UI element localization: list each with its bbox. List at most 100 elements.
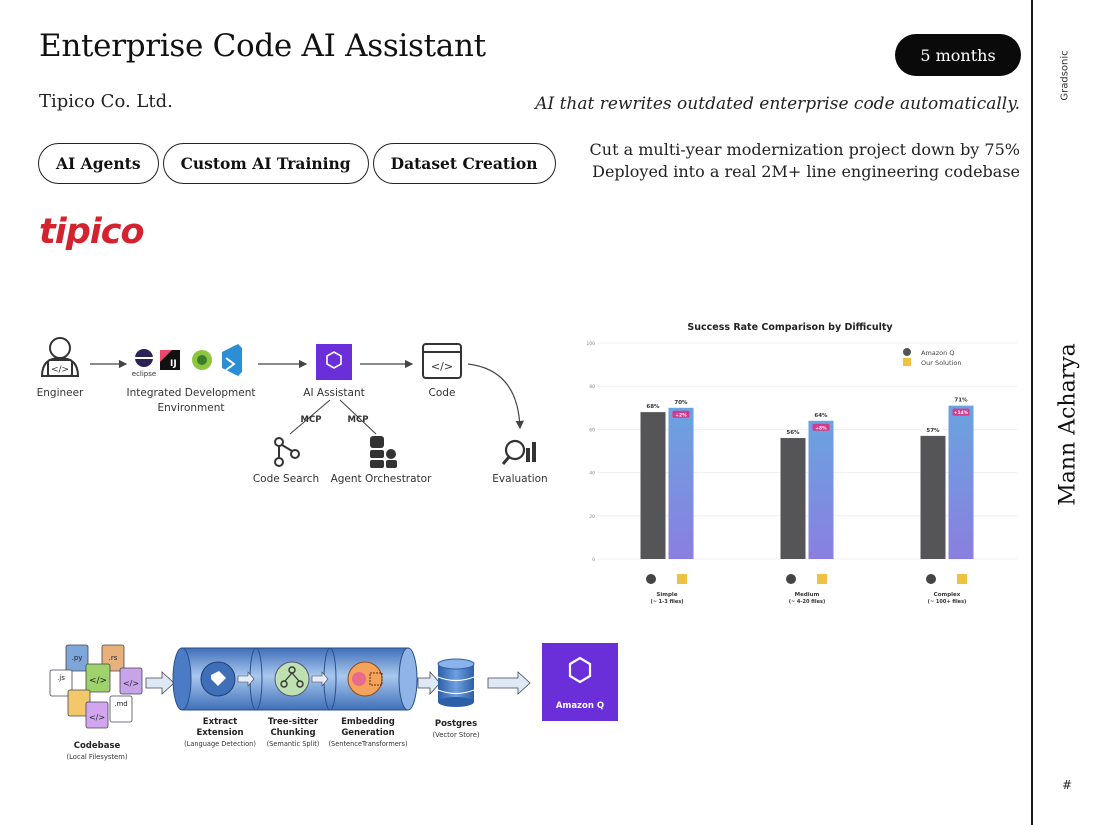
bar-value-label: 71%: [954, 398, 968, 404]
bar-value-label: 57%: [926, 428, 940, 434]
architecture-diagram: </> Engineer eclipse IJ Integrated Devel…: [37, 337, 548, 485]
ide-label-line2: Environment: [157, 402, 224, 414]
category-label: Simple: [656, 592, 677, 598]
author-name: Mann Acharya: [1055, 343, 1081, 506]
code-search-icon: [274, 437, 300, 467]
file-ext-md: .md: [114, 700, 128, 708]
chart-legend: Amazon Q Our Solution: [903, 348, 961, 367]
category-sublabel: (~ 1-3 files): [650, 599, 683, 605]
engineer-icon: </>: [40, 337, 80, 377]
store-label: Postgres: [435, 719, 477, 729]
svg-text:</>: </>: [431, 360, 453, 373]
pipeline-diagram: .py .rs .js .md </> </> </> Codebase (Lo…: [49, 643, 618, 761]
chart-grid: 0 20 40 60 80 100: [586, 341, 1017, 563]
evaluation-label: Evaluation: [492, 473, 547, 485]
step2-label-line1: Tree-sitter: [268, 717, 319, 727]
vscode-icon: [222, 344, 242, 376]
evaluation-icon: [501, 439, 536, 465]
bar-value-label: 70%: [674, 400, 688, 406]
success-rate-chart: Success Rate Comparison by Difficulty 0 2…: [586, 322, 1017, 605]
svg-text:</>: </>: [89, 713, 105, 722]
category-label: Medium: [795, 592, 820, 598]
category-sublabel: (~ 4-20 files): [789, 599, 826, 605]
step3-label-line2: Generation: [341, 728, 394, 738]
step3-sublabel: (SentenceTransformers): [328, 740, 407, 748]
bar-our-solution: [668, 407, 694, 559]
arrow-icon: [145, 671, 175, 695]
step2-sublabel: (Semantic Split): [267, 740, 320, 748]
y-tick-label: 0: [592, 557, 595, 563]
agent-orchestrator-label: Agent Orchestrator: [331, 473, 433, 485]
code-search-label: Code Search: [253, 473, 319, 485]
tag-custom-ai-training: Custom AI Training: [162, 143, 369, 184]
chart-title: Success Rate Comparison by Difficulty: [687, 322, 893, 333]
tagline: AI that rewrites outdated enterprise cod…: [535, 94, 1020, 114]
bar-amazon-q: [780, 438, 806, 559]
solution-mini-icon: [957, 574, 967, 584]
tag-list: AI Agents Custom AI Training Dataset Cre…: [38, 143, 556, 184]
bar-amazon-q: [640, 412, 666, 559]
step1-label-line1: Extract: [203, 717, 237, 727]
gain-badge: [672, 410, 690, 418]
step2-label-line2: Chunking: [270, 728, 315, 738]
store-sublabel: (Vector Store): [432, 731, 479, 739]
tag-dataset-creation: Dataset Creation: [372, 143, 556, 184]
amazon-q-logo-icon: [568, 656, 592, 684]
gain-label: +8%: [815, 425, 827, 431]
bar-value-label: 68%: [646, 404, 660, 410]
legend-swatch-amazon-q: [903, 348, 911, 356]
bar-value-label: 64%: [814, 413, 828, 419]
amazon-q-icon: [316, 344, 352, 380]
gain-badge: [812, 423, 830, 431]
arrow-icon: [237, 671, 255, 687]
file-ext-js: .js: [57, 674, 65, 682]
y-tick-label: 100: [586, 341, 595, 347]
gain-label: +2%: [675, 412, 687, 418]
page-number: #: [1062, 778, 1073, 792]
category-sublabel: (~ 100+ files): [928, 599, 967, 605]
file-ext-rs: .rs: [109, 654, 118, 662]
svg-text:</>: </>: [123, 679, 139, 688]
svg-text:</>: </>: [89, 676, 107, 686]
arrow-icon: [417, 670, 441, 696]
solution-mini-icon: [677, 574, 687, 584]
gain-badge: [952, 408, 970, 416]
gain-label: +14%: [954, 410, 969, 416]
codebase-sublabel: (Local Filesystem): [66, 753, 127, 761]
step1-label-line2: Extension: [196, 728, 243, 738]
step3-label-line1: Embedding: [341, 717, 395, 727]
legend-label-our-solution: Our Solution: [921, 359, 961, 367]
highlights: Cut a multi-year modernization project d…: [590, 139, 1020, 183]
highlight-2: Deployed into a real 2M+ line engineerin…: [592, 162, 1020, 181]
duration-badge: 5 months: [895, 34, 1021, 76]
y-tick-label: 40: [589, 471, 595, 477]
y-tick-label: 80: [589, 384, 595, 390]
svg-text:IJ: IJ: [170, 359, 177, 369]
mcp-label-2: MCP: [348, 415, 369, 425]
company-name: Tipico Co. Ltd.: [39, 91, 173, 112]
category-label: Complex: [934, 592, 961, 598]
solution-mini-icon: [817, 574, 827, 584]
amazon-q-mini-icon: [926, 574, 936, 584]
bar-value-label: 56%: [786, 430, 800, 436]
highlight-1: Cut a multi-year modernization project d…: [589, 140, 1020, 159]
brand-label: Gradsonic: [1059, 50, 1071, 101]
amazon-q-mini-icon: [646, 574, 656, 584]
tipico-logo: tipico: [39, 212, 145, 252]
legend-swatch-our-solution: [903, 358, 911, 366]
step1-sublabel: (Language Detection): [184, 740, 256, 748]
target-label: Amazon Q: [556, 701, 604, 711]
amazon-q-mini-icon: [786, 574, 796, 584]
arrow-icon: [311, 671, 329, 687]
svg-text:</>: </>: [51, 365, 69, 375]
code-label: Code: [429, 387, 456, 399]
sidebar-divider: [1031, 0, 1033, 825]
y-tick-label: 60: [589, 427, 595, 433]
legend-label-amazon-q: Amazon Q: [921, 349, 954, 357]
eclipse-label: eclipse: [132, 370, 156, 378]
bar-our-solution: [808, 420, 834, 559]
codebase-label: Codebase: [74, 741, 121, 751]
ide-label-line1: Integrated Development: [126, 387, 255, 399]
bar-amazon-q: [920, 435, 946, 559]
mcp-label-1: MCP: [301, 415, 322, 425]
